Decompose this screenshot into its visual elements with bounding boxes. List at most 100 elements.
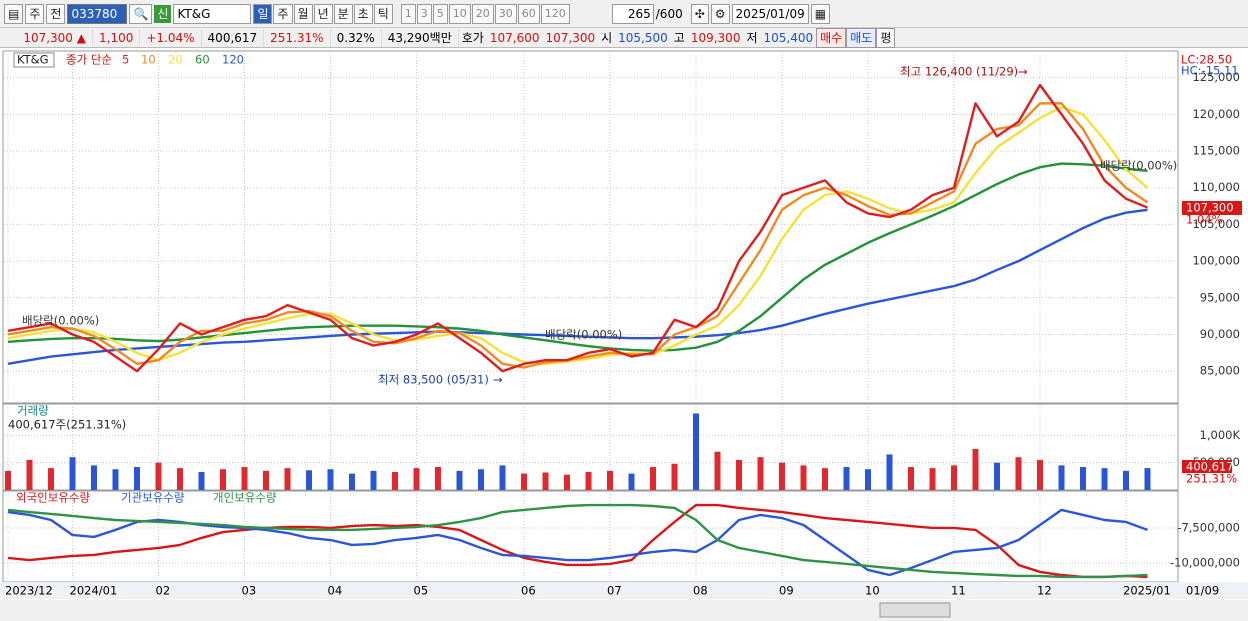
market-button[interactable]: 전 bbox=[46, 3, 66, 24]
toolbar-button[interactable]: 30 bbox=[494, 3, 517, 24]
volume-bar bbox=[1080, 467, 1086, 490]
volume-bar bbox=[972, 449, 979, 490]
x-tick-label: 05 bbox=[414, 584, 429, 598]
legend-title: 종가 단순 bbox=[66, 53, 112, 67]
annotation: 최저 83,500 (05/31) bbox=[378, 373, 489, 387]
volume-bar bbox=[843, 467, 850, 490]
y-tick-label: 125,000 bbox=[1192, 70, 1240, 84]
toolbar-button[interactable]: 3 bbox=[416, 3, 432, 24]
count-max: /600 bbox=[655, 6, 683, 21]
volume-bar bbox=[134, 467, 140, 490]
volume-bar bbox=[155, 462, 162, 490]
volume-bar bbox=[456, 470, 463, 490]
toolbar-button[interactable]: 5 bbox=[432, 3, 448, 24]
toolbar-button[interactable]: 1 bbox=[400, 3, 416, 24]
toolbar-button[interactable]: 년 bbox=[313, 3, 333, 24]
legend-box bbox=[13, 52, 55, 68]
y-tick-label: 90,000 bbox=[1200, 327, 1240, 341]
arrow: ▲ bbox=[76, 30, 86, 45]
y-tick-label: 120,000 bbox=[1192, 107, 1240, 121]
volume-bar bbox=[220, 469, 226, 490]
tool-button[interactable]: ⚙ bbox=[710, 3, 730, 24]
volume-bar bbox=[951, 465, 957, 490]
toolbar-button[interactable]: 20 bbox=[471, 3, 494, 24]
volume-bar bbox=[757, 457, 764, 490]
toolbar-button[interactable]: 일 bbox=[253, 3, 273, 24]
toolbar-button[interactable]: 틱 bbox=[373, 3, 393, 24]
current-change: 1.04% bbox=[1186, 213, 1223, 227]
volume-bar bbox=[994, 462, 1000, 490]
volume-bar bbox=[284, 468, 291, 490]
volume-bar bbox=[822, 468, 828, 490]
toolbar-button[interactable]: 10 bbox=[448, 3, 471, 24]
volume-bar bbox=[26, 459, 33, 490]
legend-entry: 120 bbox=[222, 53, 244, 67]
lc-label: LC:28.50 bbox=[1181, 53, 1232, 67]
high-label: 고 bbox=[673, 31, 685, 45]
sell-button[interactable]: 매도 bbox=[846, 27, 877, 48]
count-input[interactable]: 265 bbox=[611, 3, 654, 24]
volume-bar bbox=[650, 467, 656, 490]
menu-button[interactable]: ▤ bbox=[4, 3, 24, 24]
legend-entry: 10 bbox=[141, 53, 156, 67]
low: 105,400 bbox=[763, 30, 814, 45]
x-tick-label: 08 bbox=[693, 584, 708, 598]
volume-bar bbox=[69, 457, 76, 490]
search-button[interactable]: 🔍 bbox=[129, 3, 153, 24]
volume-bar bbox=[435, 467, 441, 490]
turnover: 0.32% bbox=[331, 28, 382, 47]
price-value: 107,300 bbox=[23, 30, 73, 45]
tool-button[interactable]: ✣ bbox=[690, 3, 709, 24]
code-input[interactable]: 033780 bbox=[67, 3, 128, 24]
annotation: 최고 126,400 (11/29) bbox=[900, 65, 1018, 79]
legend-entry: 60 bbox=[195, 53, 210, 67]
current-volume-ratio: 251.31% bbox=[1186, 472, 1237, 486]
toolbar-button[interactable]: 월 bbox=[293, 3, 313, 24]
volume-bar bbox=[392, 471, 398, 490]
current-price-box bbox=[1182, 201, 1242, 215]
stock-name[interactable]: KT&G bbox=[173, 3, 252, 24]
high: 109,300 bbox=[690, 30, 741, 45]
volume-bar bbox=[370, 470, 377, 490]
panel-subtitle: 400,617주(251.31%) bbox=[8, 418, 126, 432]
eval-button[interactable]: 평 bbox=[876, 27, 896, 48]
annotation: 배당락(0.00%) bbox=[1100, 159, 1177, 173]
x-tick-label: 03 bbox=[242, 584, 257, 598]
scrollbar[interactable] bbox=[0, 600, 1248, 621]
legend-entry: 개인보유수량 bbox=[213, 491, 277, 505]
change-pct: +1.04% bbox=[140, 28, 202, 47]
annotation: 배당락(0.00%) bbox=[545, 328, 622, 342]
info-bar: 107,300 ▲ 1,100 +1.04% 400,617 251.31% 0… bbox=[0, 27, 1248, 48]
volume-bar bbox=[1015, 457, 1022, 490]
calendar-button[interactable]: ▦ bbox=[810, 3, 831, 24]
toolbar-button[interactable]: 초 bbox=[353, 3, 373, 24]
panel-title: 거래량 bbox=[17, 404, 49, 418]
volume-bar bbox=[5, 470, 11, 490]
toolbar-button[interactable]: 120 bbox=[540, 3, 570, 24]
toolbar-button[interactable]: 60 bbox=[517, 3, 540, 24]
volume-bar bbox=[607, 470, 613, 490]
y-tick-label: -7,500,000 bbox=[1177, 520, 1240, 534]
x-tick-label: 02 bbox=[156, 584, 171, 598]
legend-entry: 외국인보유수량 bbox=[16, 491, 90, 505]
volume-bar bbox=[48, 468, 54, 490]
series-line bbox=[7, 162, 1148, 352]
buy-button[interactable]: 매수 bbox=[816, 27, 847, 48]
series-line bbox=[7, 83, 1148, 373]
current-volume: 400,617 bbox=[1186, 460, 1234, 474]
volume-bar bbox=[112, 469, 119, 490]
volume-bar bbox=[1058, 465, 1065, 490]
hc-label: HC:-15.11 bbox=[1181, 64, 1239, 78]
annotation-arrow: → bbox=[1018, 65, 1028, 79]
y-tick-label: 115,000 bbox=[1192, 144, 1240, 158]
market-button[interactable]: 주 bbox=[25, 3, 45, 24]
amount: 43,290백만 bbox=[382, 28, 459, 47]
scroll-thumb[interactable] bbox=[879, 602, 951, 618]
date-input[interactable]: 2025/01/09 bbox=[731, 3, 809, 24]
volume-bar bbox=[1037, 459, 1043, 490]
toolbar-button[interactable]: 분 bbox=[333, 3, 353, 24]
volume-bar bbox=[564, 474, 570, 490]
open: 105,500 bbox=[618, 30, 668, 45]
toolbar-button[interactable]: 주 bbox=[273, 3, 293, 24]
